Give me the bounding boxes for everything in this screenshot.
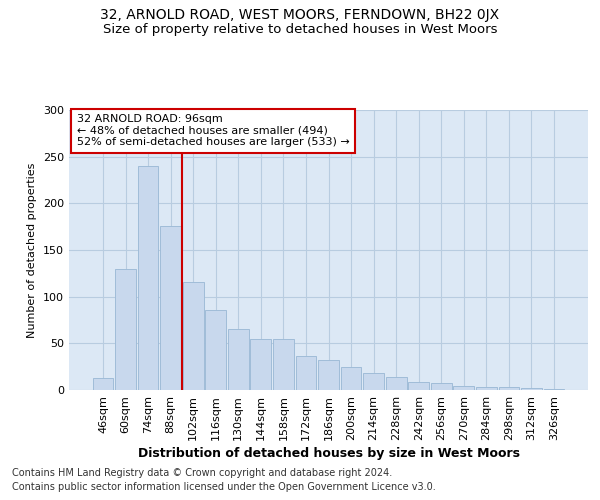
Bar: [183, 282, 203, 390]
Text: 32 ARNOLD ROAD: 96sqm
← 48% of detached houses are smaller (494)
52% of semi-det: 32 ARNOLD ROAD: 96sqm ← 48% of detached …: [77, 114, 350, 148]
Bar: [454, 386, 474, 390]
Y-axis label: Number of detached properties: Number of detached properties: [28, 162, 37, 338]
Text: Contains HM Land Registry data © Crown copyright and database right 2024.: Contains HM Land Registry data © Crown c…: [12, 468, 392, 477]
Bar: [296, 356, 316, 390]
Bar: [250, 338, 271, 390]
Bar: [386, 377, 407, 390]
Bar: [363, 373, 384, 390]
Bar: [92, 378, 113, 390]
Bar: [273, 338, 294, 390]
Bar: [521, 388, 542, 390]
Text: Size of property relative to detached houses in West Moors: Size of property relative to detached ho…: [103, 22, 497, 36]
Bar: [431, 382, 452, 390]
Bar: [205, 310, 226, 390]
Text: Contains public sector information licensed under the Open Government Licence v3: Contains public sector information licen…: [12, 482, 436, 492]
Bar: [476, 387, 497, 390]
Bar: [409, 382, 429, 390]
Bar: [228, 330, 248, 390]
Bar: [544, 389, 565, 390]
Bar: [499, 387, 520, 390]
Text: 32, ARNOLD ROAD, WEST MOORS, FERNDOWN, BH22 0JX: 32, ARNOLD ROAD, WEST MOORS, FERNDOWN, B…: [100, 8, 500, 22]
Bar: [341, 366, 361, 390]
X-axis label: Distribution of detached houses by size in West Moors: Distribution of detached houses by size …: [137, 447, 520, 460]
Bar: [160, 226, 181, 390]
Bar: [137, 166, 158, 390]
Bar: [115, 268, 136, 390]
Bar: [318, 360, 339, 390]
